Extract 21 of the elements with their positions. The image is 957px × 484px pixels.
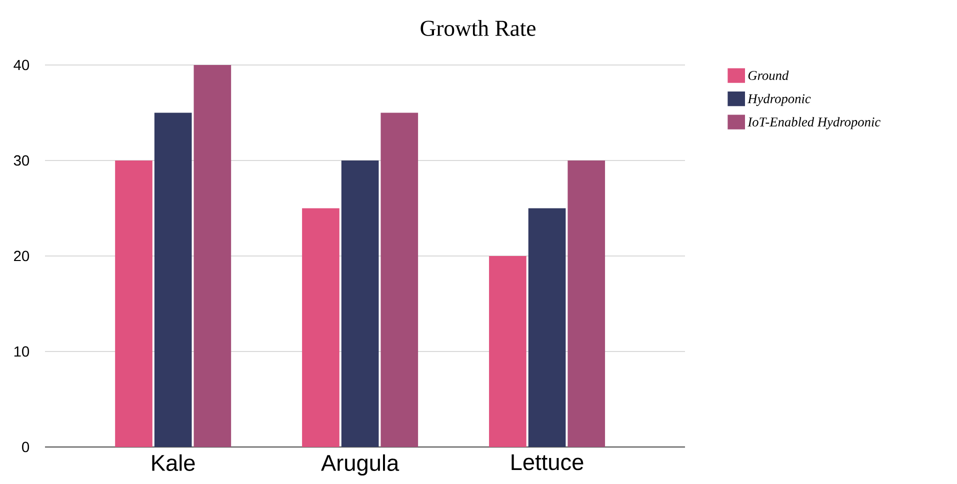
x-tick-label: Kale (152, 454, 195, 472)
legend-label: Hydroponic (748, 94, 811, 106)
bar (115, 160, 152, 447)
y-tick-label: 30 (14, 155, 30, 166)
y-tick-label: 20 (14, 250, 30, 262)
bar (568, 160, 606, 447)
bar (302, 208, 340, 447)
bar (154, 112, 192, 447)
y-tick-label: 10 (14, 346, 30, 357)
bar (380, 112, 418, 447)
chart-title: Growth Rate (420, 20, 536, 36)
bar (528, 208, 566, 447)
x-tick-label: Arugula (321, 454, 400, 476)
legend-label: Ground (748, 70, 789, 80)
x-tick-label: Lettuce (512, 454, 584, 470)
bar (194, 64, 232, 447)
bar (341, 160, 379, 447)
y-tick-label: 0 (22, 442, 30, 452)
bar (489, 256, 526, 447)
legend-label: IoT-Enabled Hydroponic (748, 117, 880, 130)
y-tick-label: 40 (14, 60, 30, 70)
